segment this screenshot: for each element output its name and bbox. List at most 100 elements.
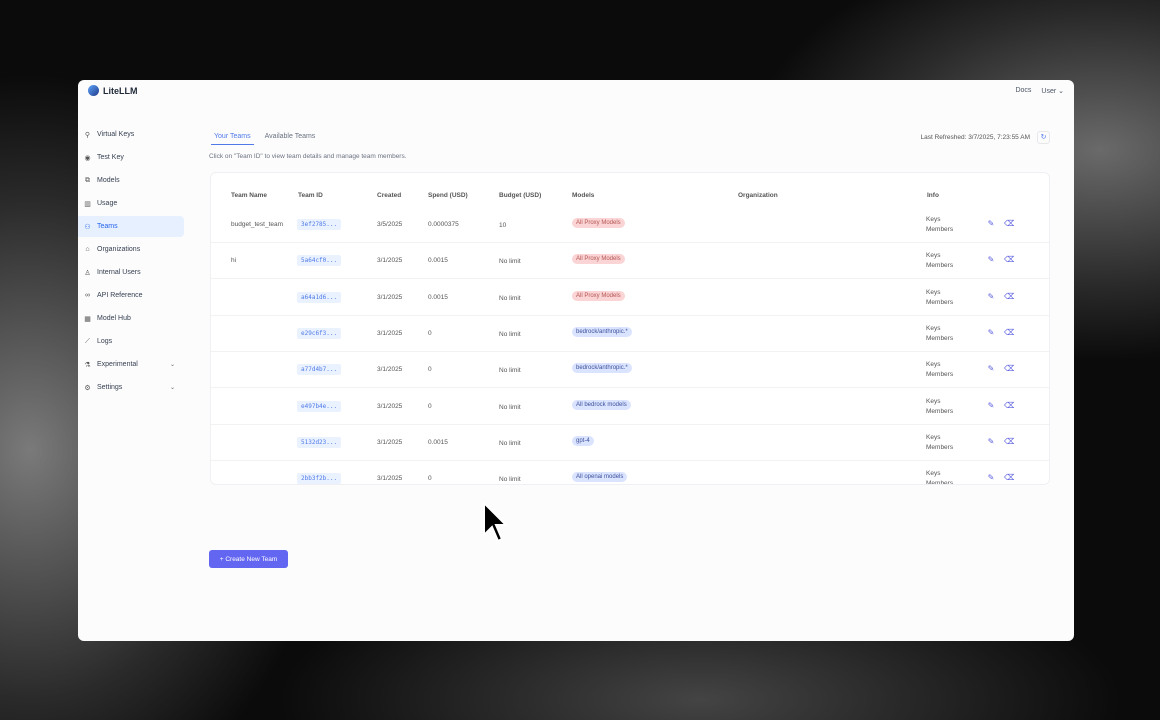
sidebar-item-models[interactable]: ⧉ Models — [78, 170, 184, 191]
blocks-icon: ⧉ — [85, 176, 90, 184]
edit-icon[interactable]: ✎ — [987, 255, 995, 265]
table-row: a77d4b7... 3/1/2025 0 No limit bedrock/a… — [211, 352, 1049, 389]
team-info: Keys Members — [926, 360, 953, 380]
user-icon: ♙ — [84, 269, 91, 277]
logo[interactable]: LiteLLM — [88, 85, 138, 96]
sidebar-item-model-hub[interactable]: ▦ Model Hub — [78, 308, 184, 329]
user-label: User — [1041, 88, 1057, 95]
sidebar-item-experimental[interactable]: ⚗ Experimental ⌄ — [78, 354, 184, 375]
keys-label: Keys — [926, 397, 941, 405]
edit-icon[interactable]: ✎ — [987, 219, 995, 228]
keys-label: Keys — [926, 361, 941, 369]
spend-value: 0 — [428, 366, 432, 374]
trash-icon[interactable]: ⌫ — [1004, 401, 1014, 410]
sidebar-item-label: Experimental — [97, 361, 138, 368]
docs-link[interactable]: Docs — [1015, 87, 1032, 94]
created-date: 3/5/2025 — [377, 221, 403, 228]
team-id-link[interactable]: 2bb3f2b... — [297, 473, 342, 484]
created-date: 3/1/2025 — [377, 402, 403, 410]
trash-icon[interactable]: ⌫ — [1004, 473, 1014, 482]
team-id-link[interactable]: e497b4e... — [297, 400, 342, 412]
column-header: Models — [572, 192, 595, 199]
edit-icon[interactable]: ✎ — [987, 291, 995, 301]
link-icon: ∞ — [85, 292, 90, 299]
bar-chart-icon: ▥ — [84, 200, 91, 208]
members-label: Members — [926, 443, 954, 451]
sidebar-item-label: Virtual Keys — [97, 131, 135, 138]
trash-icon[interactable]: ⌫ — [1004, 328, 1014, 337]
edit-icon[interactable]: ✎ — [987, 400, 995, 410]
sidebar-item-label: Model Hub — [97, 315, 131, 322]
model-badge: All Proxy Models — [572, 218, 625, 228]
edit-icon[interactable]: ✎ — [987, 473, 995, 483]
create-new-team-button[interactable]: + Create New Team — [209, 550, 288, 568]
members-label: Members — [926, 334, 954, 342]
team-id-link[interactable]: 5a64cf0... — [297, 255, 342, 267]
table-row: a64a1d6... 3/1/2025 0.0015 No limit All … — [211, 280, 1049, 316]
team-name: hi — [231, 257, 237, 265]
sidebar-item-usage[interactable]: ▥ Usage — [78, 193, 184, 214]
sidebar-item-logs[interactable]: ⟋ Logs — [78, 331, 184, 352]
trash-icon[interactable]: ⌫ — [1004, 255, 1014, 264]
sidebar-item-api-reference[interactable]: ∞ API Reference — [78, 285, 184, 306]
chevron-down-icon: ⌄ — [169, 385, 175, 391]
trash-icon[interactable]: ⌫ — [1004, 364, 1014, 373]
sidebar-item-internal-users[interactable]: ♙ Internal Users — [78, 262, 184, 283]
members-label: Members — [926, 298, 954, 306]
column-header: Organization — [738, 192, 778, 199]
model-badge: bedrock/anthropic.* — [572, 363, 632, 374]
model-badge: All bedrock models — [572, 399, 631, 410]
sidebar-item-settings[interactable]: ⚙ Settings ⌄ — [78, 377, 184, 398]
mouse-cursor-icon — [483, 501, 508, 543]
refresh-button[interactable]: ↻ — [1037, 131, 1050, 144]
team-id-link[interactable]: 3ef2785... — [297, 219, 342, 230]
sidebar-item-organizations[interactable]: ⌂ Organizations — [78, 239, 184, 260]
created-date: 3/1/2025 — [377, 329, 403, 337]
team-info: Keys Members — [926, 397, 953, 417]
tab-available-teams[interactable]: Available Teams — [264, 133, 316, 140]
tab-your-teams[interactable]: Your Teams — [211, 133, 254, 145]
team-id-link[interactable]: e29c6f3... — [297, 327, 342, 339]
trash-icon[interactable]: ⌫ — [1004, 219, 1014, 228]
budget-value: No limit — [499, 294, 521, 302]
keys-label: Keys — [926, 288, 941, 296]
sidebar-item-teams[interactable]: ⚇ Teams — [78, 216, 184, 237]
sidebar-item-label: Internal Users — [97, 269, 141, 276]
model-badge: bedrock/anthropic.* — [572, 326, 632, 337]
team-id-link[interactable]: a77d4b7... — [297, 364, 342, 376]
spend-value: 0.0015 — [428, 293, 448, 301]
last-refreshed: Last Refreshed: 3/7/2025, 7:23:55 AM — [920, 134, 1031, 141]
keys-label: Keys — [926, 324, 941, 332]
team-id-link[interactable]: a64a1d6... — [297, 291, 342, 303]
team-info: Keys Members — [926, 324, 953, 344]
column-header: Team Name — [231, 192, 268, 199]
trash-icon[interactable]: ⌫ — [1004, 292, 1014, 301]
spend-value: 0.0000375 — [428, 221, 459, 228]
sidebar-item-test-key[interactable]: ◉ Test Key — [78, 147, 184, 168]
sidebar-item-virtual-keys[interactable]: ⚲ Virtual Keys — [78, 124, 184, 145]
user-menu[interactable]: User ⌄ — [1041, 87, 1064, 95]
team-id-link[interactable]: 5132d23... — [297, 436, 342, 448]
model-badge: gpt-4 — [572, 435, 594, 446]
team-info: Keys Members — [926, 215, 953, 235]
spend-value: 0 — [428, 329, 432, 337]
edit-icon[interactable]: ✎ — [987, 327, 995, 337]
budget-value: No limit — [499, 403, 521, 411]
sidebar-item-label: Usage — [97, 200, 118, 207]
members-label: Members — [926, 262, 954, 270]
budget-value: 10 — [499, 222, 507, 229]
trash-icon[interactable]: ⌫ — [1004, 437, 1014, 446]
members-label: Members — [926, 226, 954, 233]
sidebar-item-label: Settings — [97, 384, 123, 391]
keys-label: Keys — [926, 252, 941, 260]
edit-icon[interactable]: ✎ — [987, 436, 995, 446]
sidebar-item-label: Teams — [97, 223, 118, 230]
line-chart-icon: ⟋ — [85, 337, 90, 345]
column-header: Created — [377, 192, 402, 199]
edit-icon[interactable]: ✎ — [987, 364, 995, 374]
keys-label: Keys — [926, 433, 941, 441]
app-name: LiteLLM — [103, 85, 138, 96]
budget-value: No limit — [499, 330, 521, 338]
created-date: 3/1/2025 — [377, 257, 403, 265]
hint-text: Click on "Team ID" to view team details … — [209, 153, 407, 160]
